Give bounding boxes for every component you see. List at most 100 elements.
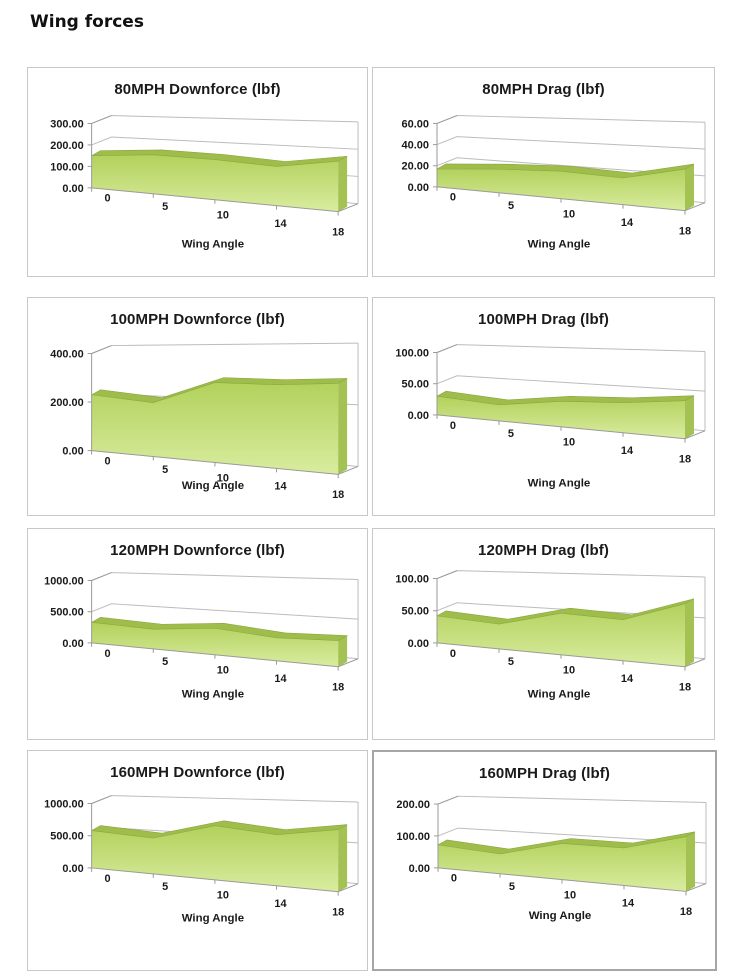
area-chart-120mph-drag: 0.00 50.00 100.00 0 5 10 14 18 Wing Angle <box>395 570 706 700</box>
axes <box>87 115 359 216</box>
chart-panel-160mph-drag: 160MPH Drag (lbf) 0.00 100.00 200.00 0 5 10 14… <box>372 750 717 971</box>
x-tick-label: 18 <box>679 225 691 237</box>
chart-title: 120MPH Drag (lbf) <box>478 542 609 559</box>
axes <box>87 345 359 479</box>
axes <box>87 572 359 671</box>
area-chart-80mph-drag: 0.00 20.00 40.00 60.00 0 5 10 14 18 Wing Angle <box>401 115 706 250</box>
x-tick-label: 5 <box>162 656 168 668</box>
area-series <box>436 390 695 439</box>
x-tick-label: 5 <box>508 656 514 668</box>
y-tick-label: 1000.00 <box>44 798 84 810</box>
x-tick-label: 0 <box>104 455 110 467</box>
y-tick-label: 100.00 <box>395 574 429 586</box>
y-tick-label: 200.00 <box>50 140 83 152</box>
x-tick-label: 18 <box>679 682 691 694</box>
y-tick-label: 40.00 <box>401 140 429 152</box>
x-axis-title: Wing Angle <box>182 688 244 700</box>
chart-title: 160MPH Downforce (lbf) <box>110 764 285 781</box>
chart-panel-80mph-drag: 80MPH Drag (lbf) 0.00 20.00 40.00 60.00 0 5 10… <box>372 67 715 277</box>
area-series <box>435 163 695 211</box>
x-tick-label: 14 <box>622 898 634 910</box>
chart-panel-120mph-drag: 120MPH Drag (lbf) 0.00 50.00 100.00 0 5 10 14 1… <box>372 528 715 740</box>
x-tick-label: 18 <box>332 226 344 238</box>
x-axis-title: Wing Angle <box>528 477 591 489</box>
y-tick-label: 300.00 <box>50 118 83 130</box>
x-axis-title: Wing Angle <box>182 238 244 250</box>
x-tick-label: 18 <box>332 489 344 501</box>
y-tick-label: 0.00 <box>62 183 83 195</box>
chart-panel-80mph-downforce: 80MPH Downforce (lbf) 0.00 100.00 200.00 30… <box>27 67 368 277</box>
y-tick-label: 100.00 <box>395 348 429 360</box>
x-tick-label: 0 <box>104 648 110 660</box>
y-tick-label: 50.00 <box>401 379 429 391</box>
x-tick-label: 10 <box>217 210 229 222</box>
y-tick-label: 0.00 <box>408 182 429 194</box>
x-tick-label: 0 <box>104 193 110 205</box>
y-tick-label: 400.00 <box>50 348 83 360</box>
x-axis-title: Wing Angle <box>528 688 591 700</box>
y-tick-label: 200.00 <box>396 799 430 811</box>
area-chart-80mph-downforce: 0.00 100.00 200.00 300.00 0 5 10 14 18 Wing Angle <box>50 115 359 250</box>
y-tick-label: 1000.00 <box>44 575 84 587</box>
y-tick-label: 20.00 <box>401 161 429 173</box>
chart-title: 100MPH Drag (lbf) <box>478 311 609 328</box>
y-tick-label: 500.00 <box>50 831 83 843</box>
area-chart-100mph-downforce: 0.00 200.00 400.00 0 5 10 14 18 Wing Angle <box>50 342 359 501</box>
axes <box>433 344 706 443</box>
area-series <box>436 598 695 667</box>
x-tick-label: 14 <box>274 898 286 910</box>
x-tick-label: 18 <box>332 681 344 693</box>
y-tick-label: 500.00 <box>50 607 83 619</box>
y-tick-label: 200.00 <box>50 397 83 409</box>
area-series <box>437 831 696 892</box>
y-tick-label: 100.00 <box>50 161 83 173</box>
x-tick-label: 10 <box>217 890 229 902</box>
y-tick-label: 60.00 <box>401 118 429 130</box>
x-axis-title: Wing Angle <box>529 910 592 922</box>
chart-title: 160MPH Drag (lbf) <box>479 765 610 782</box>
area-chart-100mph-drag: 0.00 50.00 100.00 0 5 10 14 18 Wing Angle <box>395 344 706 489</box>
x-tick-label: 10 <box>217 665 229 677</box>
area-chart-160mph-downforce: 0.00 500.00 1000.00 0 5 10 14 18 Wing Angle <box>44 795 359 924</box>
y-tick-label: 0.00 <box>62 446 83 458</box>
x-tick-label: 0 <box>104 873 110 885</box>
axes <box>433 115 706 215</box>
x-axis-title: Wing Angle <box>528 238 591 250</box>
x-tick-label: 18 <box>680 906 692 918</box>
chart-panel-100mph-downforce: 100MPH Downforce (lbf) 0.00 200.00 400.00 0… <box>27 297 368 516</box>
x-tick-label: 14 <box>621 673 634 685</box>
y-tick-label: 0.00 <box>62 863 83 875</box>
y-tick-label: 0.00 <box>408 410 429 422</box>
chart-title: 80MPH Downforce (lbf) <box>114 81 281 98</box>
x-tick-label: 10 <box>563 437 575 449</box>
area-chart-160mph-drag: 0.00 100.00 200.00 0 5 10 14 18 Wing Angle <box>396 795 707 922</box>
x-tick-label: 14 <box>274 218 286 230</box>
area-series <box>90 820 348 892</box>
axes <box>434 795 707 896</box>
chart-panel-160mph-downforce: 160MPH Downforce (lbf) 0.00 500.00 1000.00… <box>27 750 368 971</box>
x-tick-label: 0 <box>450 420 456 432</box>
y-tick-label: 50.00 <box>401 606 429 618</box>
x-tick-label: 5 <box>162 201 168 213</box>
x-tick-label: 18 <box>332 907 344 919</box>
x-tick-label: 10 <box>217 472 229 484</box>
chart-title: 120MPH Downforce (lbf) <box>110 542 285 559</box>
chart-title: 100MPH Downforce (lbf) <box>110 311 285 328</box>
x-tick-label: 14 <box>274 673 286 685</box>
chart-title: 80MPH Drag (lbf) <box>482 81 605 98</box>
x-tick-label: 18 <box>679 454 691 466</box>
x-tick-label: 10 <box>564 889 576 901</box>
area-chart-120mph-downforce: 0.00 500.00 1000.00 0 5 10 14 18 Wing Angle <box>44 572 359 700</box>
y-tick-label: 0.00 <box>409 863 430 875</box>
x-tick-label: 0 <box>450 648 456 660</box>
page-title: Wing forces <box>30 12 144 32</box>
axes <box>87 795 359 896</box>
area-series <box>91 149 348 212</box>
y-tick-label: 100.00 <box>396 831 430 843</box>
x-axis-title: Wing Angle <box>182 912 244 924</box>
axes <box>433 570 706 671</box>
x-tick-label: 5 <box>509 881 515 893</box>
x-tick-label: 14 <box>621 217 634 229</box>
x-tick-label: 14 <box>274 481 286 493</box>
x-tick-label: 5 <box>508 200 514 212</box>
